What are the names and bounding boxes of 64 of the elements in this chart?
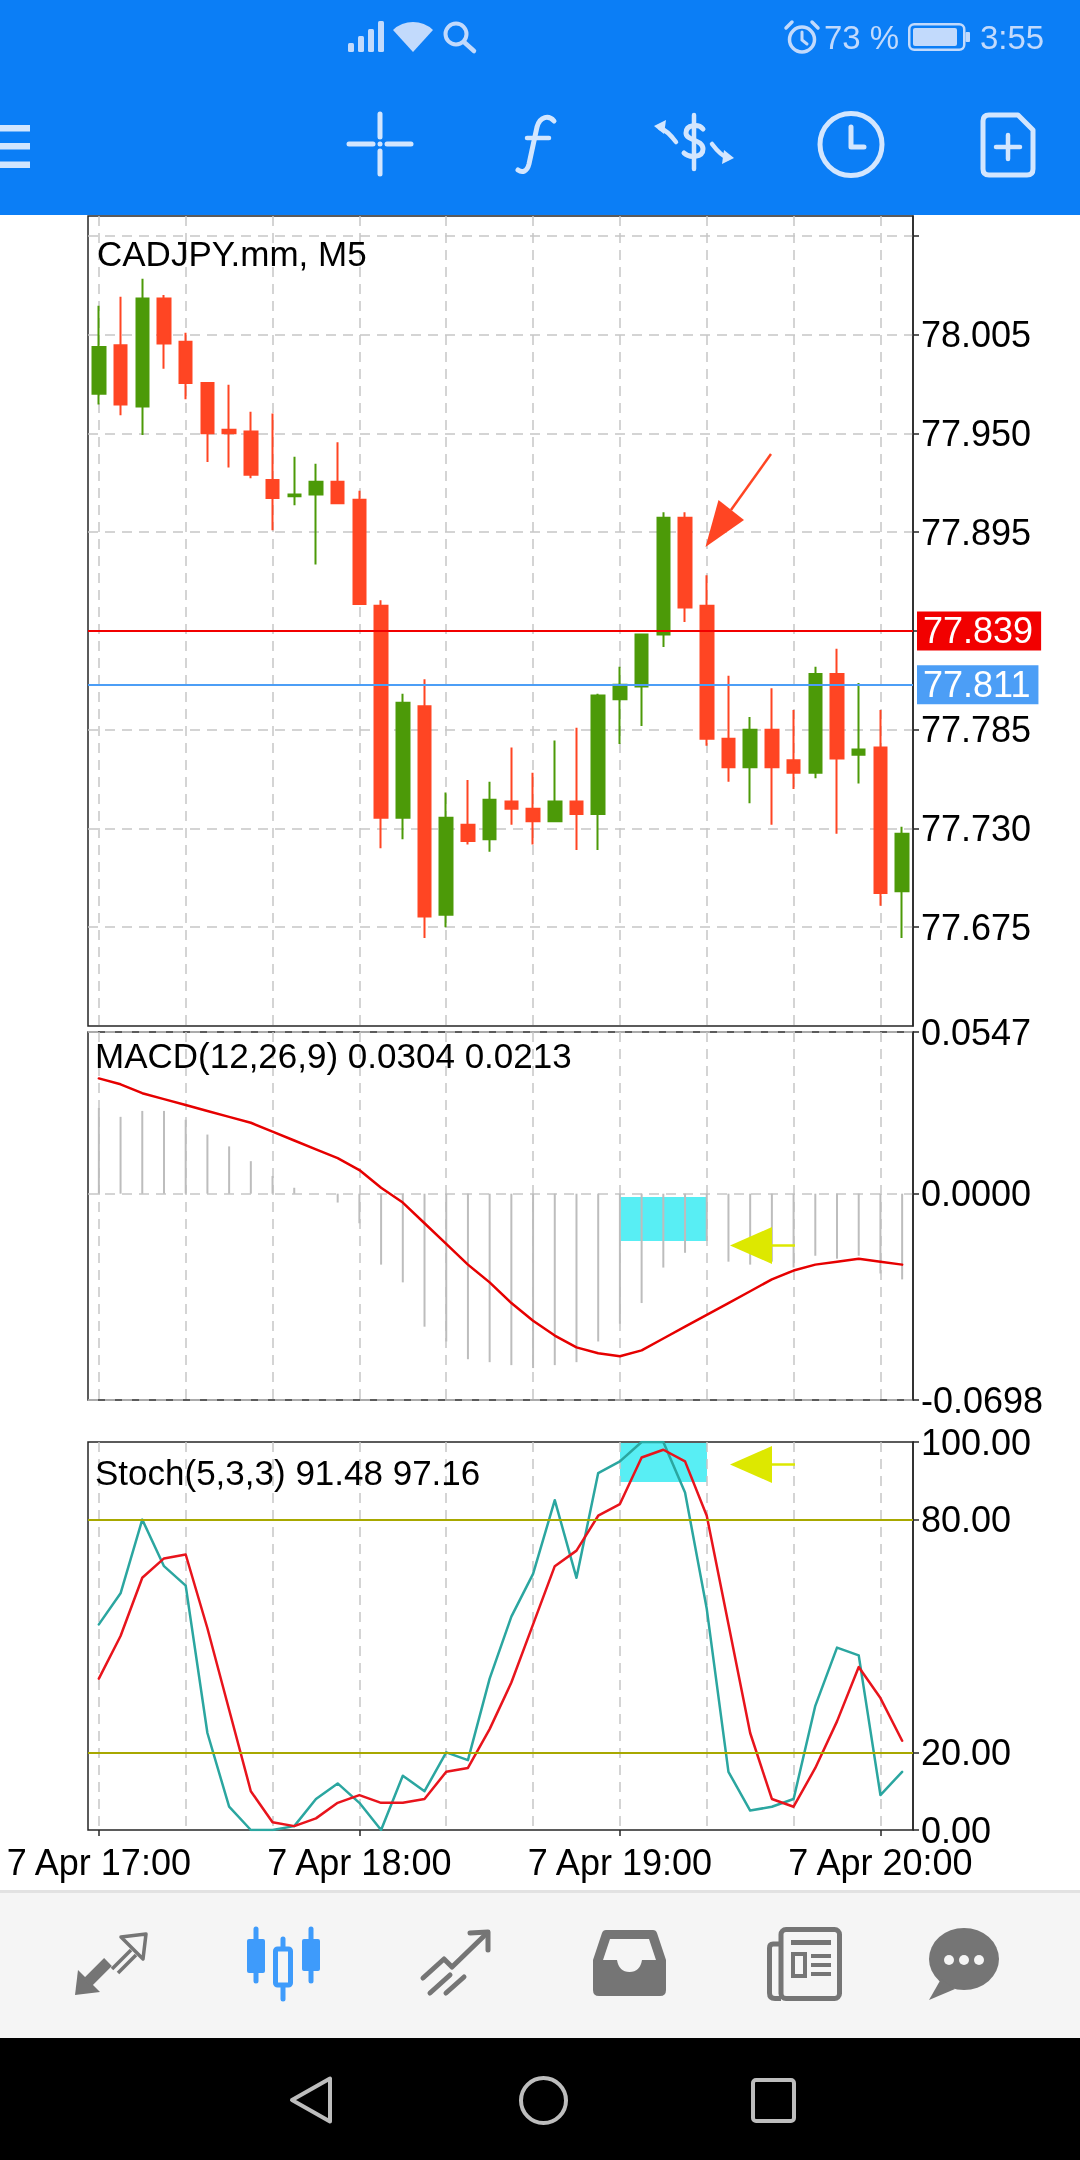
candlestick: [221, 383, 237, 469]
ref-line-label: 77.811: [923, 664, 1031, 706]
candlestick: [786, 708, 801, 790]
y-tick-label: 77.950: [921, 412, 1032, 454]
bar: [814, 1193, 817, 1256]
candlestick: [612, 665, 628, 746]
y-tick-label: 0.0000: [921, 1173, 1032, 1215]
y-tick-label: 77.730: [921, 807, 1032, 849]
x-tick-label: 7 Apr 19:00: [527, 1841, 712, 1883]
candlestick: [330, 441, 345, 505]
y-tick-label: 20.00: [921, 1731, 1012, 1773]
candlestick: [894, 825, 910, 939]
candlestick: [808, 665, 823, 780]
y-tick-label: 0.0547: [921, 1011, 1032, 1053]
candlestick: [590, 692, 606, 851]
candlestick: [829, 647, 845, 835]
line-series: [97, 1077, 904, 1358]
candlestick: [721, 674, 736, 783]
candlestick: [851, 681, 866, 785]
x-tick-label: 7 Apr 17:00: [6, 1841, 191, 1883]
y-tick-label: 100.00: [921, 1421, 1032, 1463]
candlestick: [373, 599, 389, 850]
candlestick: [135, 277, 150, 437]
candlestick: [308, 462, 324, 566]
candlestick: [243, 410, 259, 480]
candlestick: [156, 294, 172, 370]
x-tick-label: 7 Apr 18:00: [267, 1841, 452, 1883]
candlestick: [178, 331, 193, 401]
candlestick: [438, 791, 454, 929]
candlestick: [265, 412, 280, 532]
text: 3:55: [980, 18, 1045, 58]
candlestick: [677, 511, 693, 623]
text: CADJPY.mm, M5: [97, 234, 367, 273]
candlestick: [200, 382, 215, 464]
y-tick-label: 77.895: [921, 511, 1032, 553]
candlestick: [656, 511, 671, 649]
candlestick: [504, 746, 519, 826]
candlestick: [547, 739, 563, 823]
candlestick: [287, 455, 302, 507]
text: 73 %: [824, 18, 900, 58]
candlestick: [113, 295, 128, 417]
candlestick: [699, 574, 715, 747]
candlestick: [417, 678, 432, 939]
candlestick: [873, 708, 888, 907]
candlestick: [482, 780, 497, 853]
chart-title: MACD(12,26,9) 0.0304 0.0213: [95, 1036, 572, 1075]
bar: [423, 1193, 426, 1327]
ref-line-label: 77.839: [923, 610, 1034, 652]
candlestick: [91, 304, 107, 406]
bar: [662, 1193, 665, 1268]
chart-title: Stoch(5,3,3) 91.48 97.16: [95, 1453, 481, 1492]
candlestick: [352, 489, 367, 605]
y-tick-label: 77.785: [921, 709, 1032, 751]
candlestick: [460, 778, 476, 846]
y-tick-label: 78.005: [921, 314, 1032, 356]
candlestick: [569, 726, 584, 851]
y-tick-label: -0.0698: [921, 1379, 1044, 1421]
y-tick-label: 77.675: [921, 906, 1032, 948]
y-tick-label: 80.00: [921, 1499, 1012, 1541]
candlestick: [634, 633, 649, 728]
candlestick: [742, 716, 758, 805]
candlestick: [395, 692, 411, 841]
candlestick: [525, 771, 541, 846]
candlestick: [764, 687, 780, 826]
